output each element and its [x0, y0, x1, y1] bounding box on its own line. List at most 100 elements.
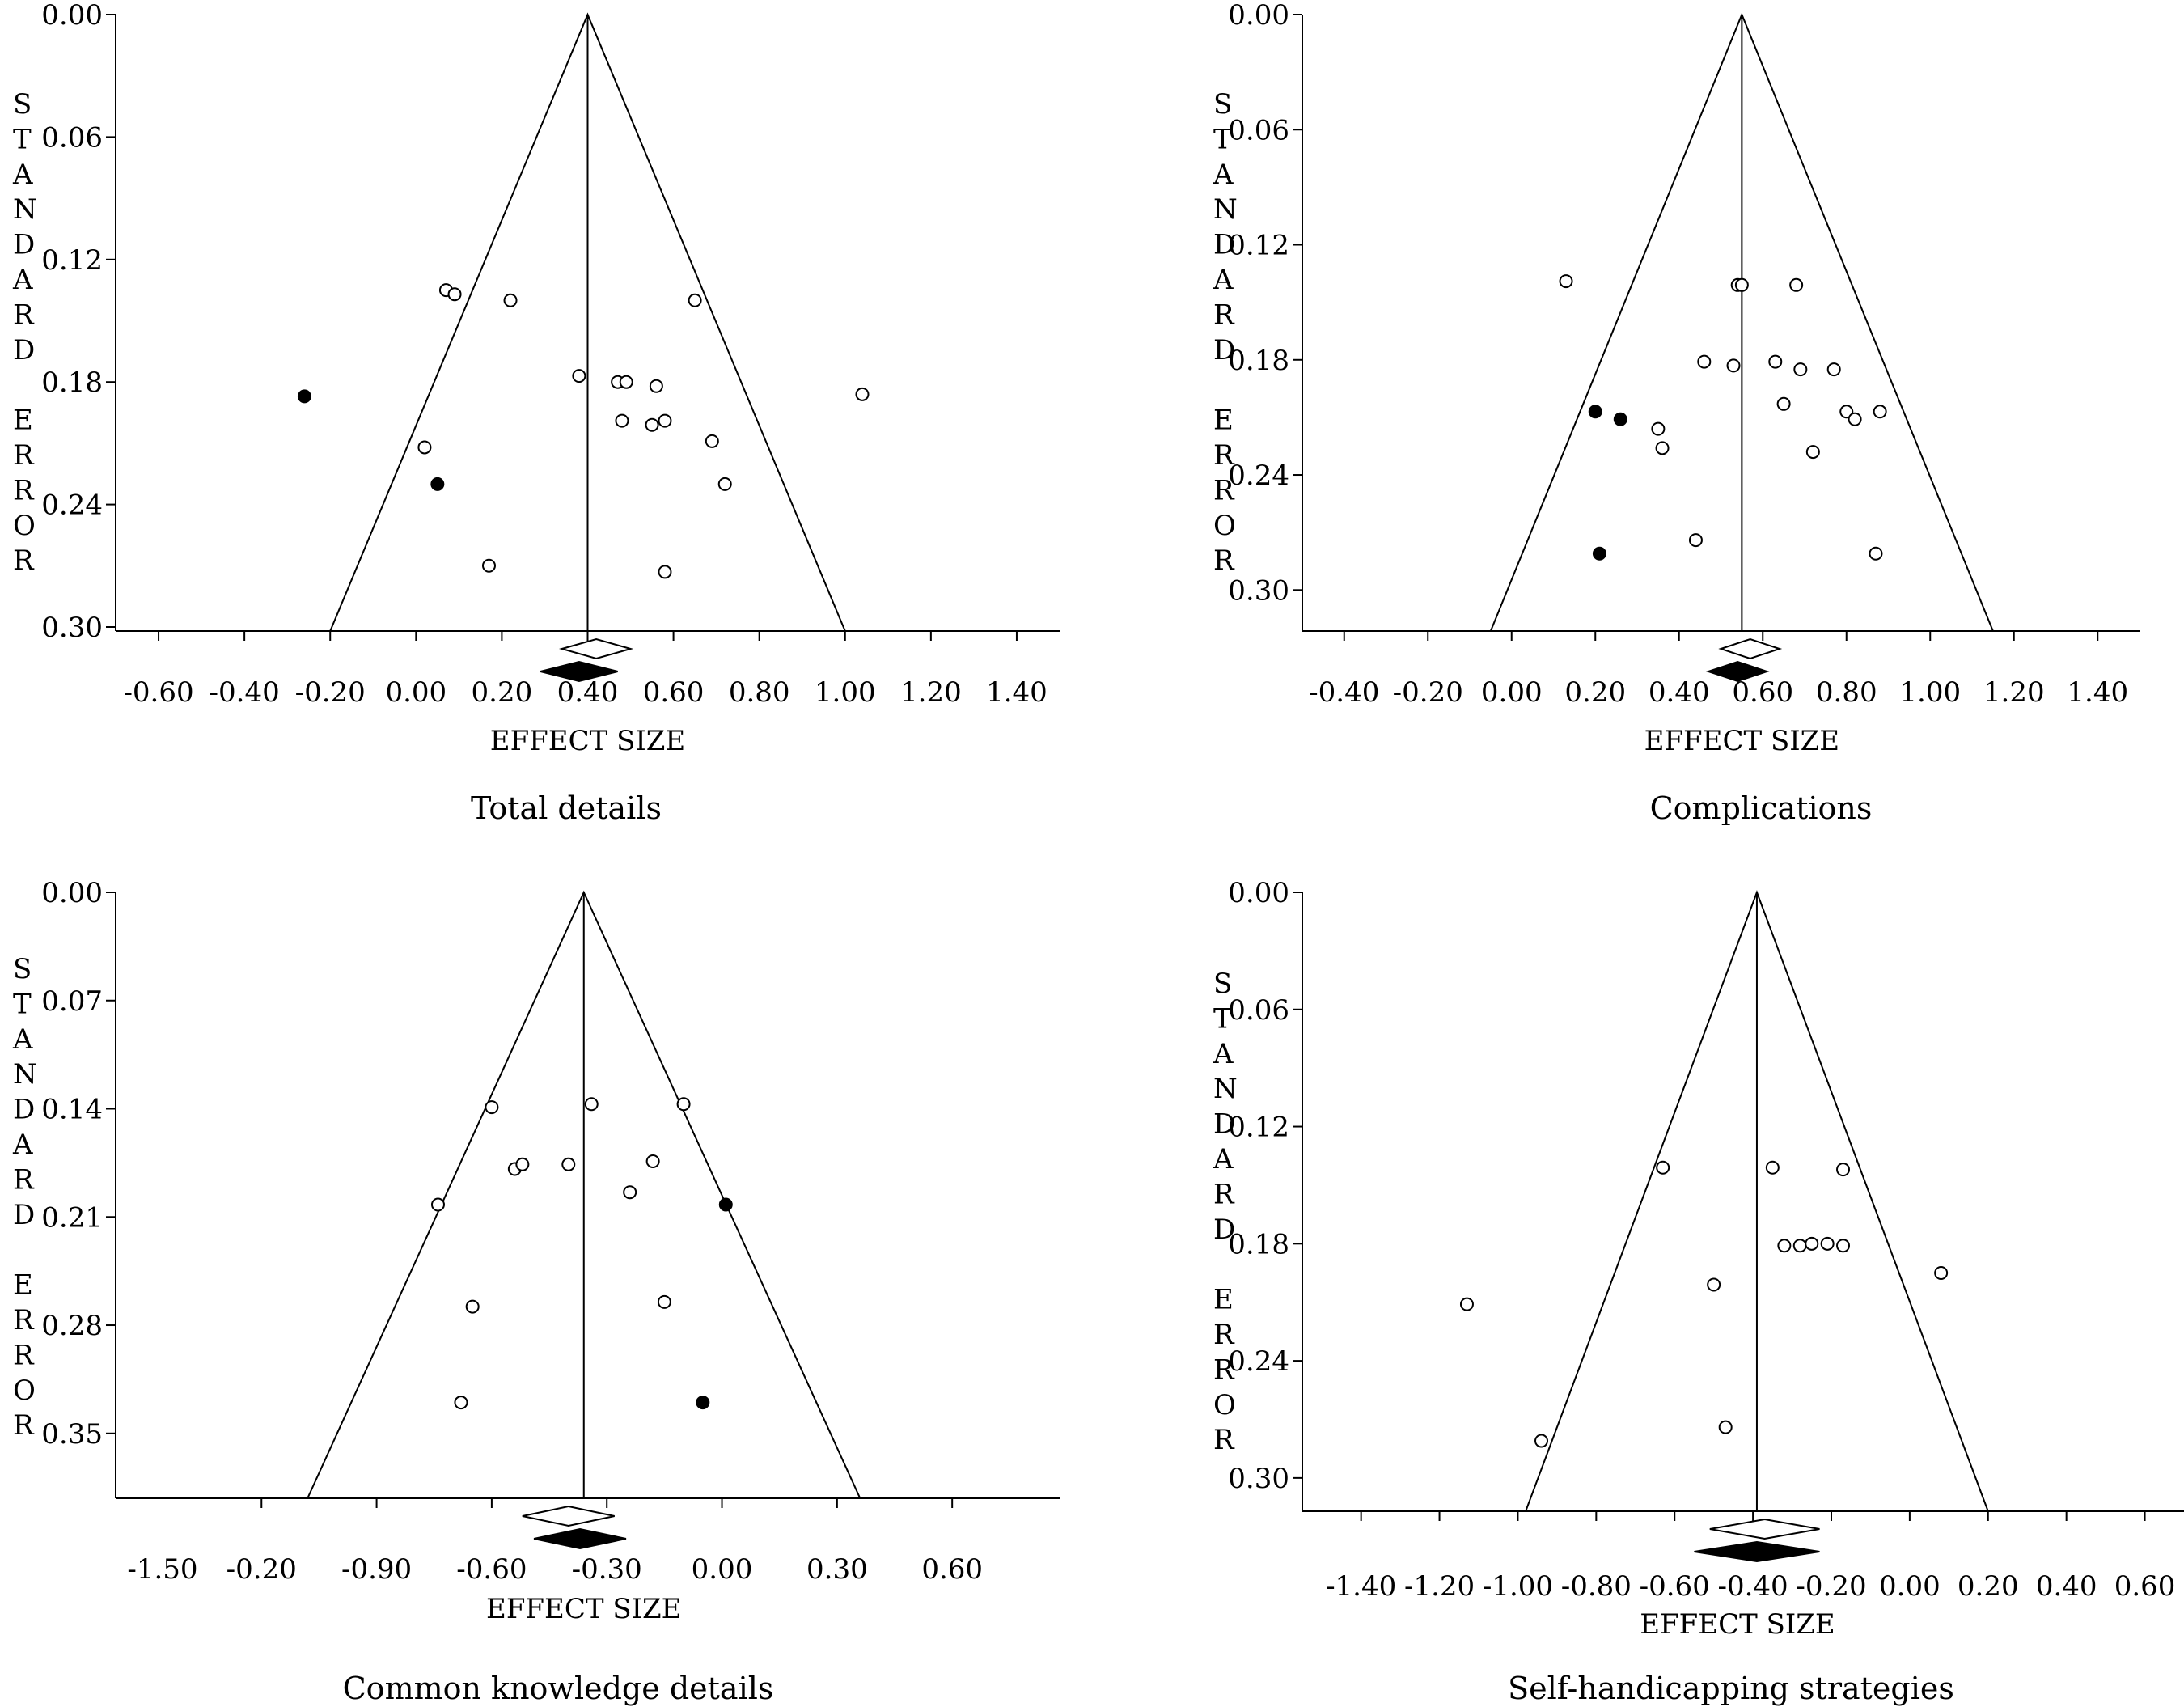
observed-study-point — [1734, 277, 1749, 292]
observed-study-point — [855, 387, 870, 401]
observed-study-point — [1869, 546, 1883, 561]
observed-study-point — [1836, 1239, 1851, 1253]
x-tick-label: 0.20 — [472, 676, 533, 709]
y-axis-title-letter: O — [13, 1374, 36, 1407]
observed-study-point — [1459, 1297, 1474, 1311]
imputed-study-point — [430, 477, 445, 491]
observed-study-point — [1697, 354, 1712, 369]
x-tick-label: -1.40 — [1326, 1570, 1396, 1603]
x-tick-label: 0.30 — [806, 1553, 868, 1586]
panel-caption: Self-handicapping strategies — [1508, 1671, 1954, 1706]
observed-study-point — [454, 1396, 468, 1410]
observed-study-point — [503, 293, 518, 307]
y-axis-title-letter: D — [13, 1094, 35, 1126]
y-axis-title-letter: T — [1213, 1002, 1232, 1035]
y-axis-title-letter: R — [13, 1163, 35, 1196]
funnel-plot-2: 0.00 0.06 0.12 0.18 0.24 0.30 -0.40 -0.20 0.00 0.… — [1213, 0, 2140, 826]
observed-study-point — [1826, 362, 1841, 377]
y-axis-title-letter: R — [1213, 1319, 1235, 1351]
y-axis-title-letter: A — [1213, 264, 1234, 296]
observed-study-point — [657, 1294, 671, 1309]
x-tick-label: 0.60 — [643, 676, 705, 709]
x-tick-label: 0.60 — [921, 1553, 983, 1586]
imputed-diamond — [540, 660, 618, 683]
y-tick-label: 0.00 — [1228, 0, 1289, 32]
observed-study-point — [658, 565, 672, 579]
y-tick-label: 0.24 — [41, 489, 103, 522]
observed-study-point — [1820, 1236, 1835, 1251]
panel-caption: Total details — [471, 790, 662, 826]
observed-study-point — [676, 1097, 691, 1112]
y-tick-label: 0.12 — [1228, 230, 1289, 262]
y-axis-title-letter: R — [13, 544, 35, 577]
y-tick-label: 0.00 — [1228, 877, 1289, 909]
y-axis-title-letter: D — [13, 229, 35, 261]
x-tick-label: -0.60 — [123, 676, 193, 709]
x-tick-label: 0.40 — [1649, 676, 1710, 709]
observed-study-point — [705, 434, 719, 448]
y-axis-title-letter: D — [1213, 229, 1235, 261]
x-tick-label: 0.60 — [2114, 1570, 2176, 1603]
y-tick-label: 0.06 — [1228, 114, 1289, 146]
observed-study-point — [623, 1185, 637, 1200]
y-axis-title-letter: O — [1213, 1389, 1236, 1421]
x-tick-label: 0.20 — [1564, 676, 1626, 709]
observed-study-point — [1839, 405, 1854, 419]
y-axis-title-letter: A — [12, 1129, 33, 1161]
y-axis-title-letter: T — [13, 123, 32, 155]
y-axis-title-letter: O — [13, 510, 36, 542]
x-tick-label: -0.40 — [210, 676, 280, 709]
x-tick-label: -1.20 — [1404, 1570, 1475, 1603]
y-axis-title-letter: A — [12, 159, 33, 191]
observed-study-point — [1776, 396, 1791, 411]
y-axis-title-letter: E — [1213, 1284, 1234, 1316]
x-tick-label: 0.00 — [1481, 676, 1543, 709]
y-axis-title-letter: D — [1213, 334, 1235, 366]
imputed-study-point — [1588, 405, 1602, 419]
x-tick-label: 1.00 — [815, 676, 876, 709]
observed-study-point — [561, 1157, 576, 1171]
x-tick-label: -0.60 — [456, 1553, 527, 1586]
y-tick-label: 0.18 — [41, 366, 103, 399]
x-tick-label: 0.00 — [692, 1553, 753, 1586]
observed-study-point — [717, 477, 732, 491]
y-axis-title-letter: E — [13, 1269, 33, 1302]
y-axis-title-letter: R — [1213, 544, 1235, 577]
y-tick-label: 0.30 — [1228, 1463, 1289, 1495]
y-tick-label: 0.18 — [1228, 1228, 1289, 1260]
observed-study-point — [1768, 354, 1783, 369]
panel-caption: Common knowledge details — [343, 1671, 774, 1706]
observed-diamond — [1718, 637, 1783, 660]
y-tick-label: 0.24 — [1228, 460, 1289, 492]
observed-study-point — [1848, 412, 1862, 426]
imputed-diamond — [1694, 1540, 1820, 1563]
y-axis-title-letter: E — [13, 405, 33, 437]
x-tick-label: -0.40 — [1309, 676, 1379, 709]
y-tick-label: 0.06 — [41, 121, 103, 154]
y-axis-title-letter: R — [13, 1339, 35, 1371]
x-axis-title: EFFECT SIZE — [1644, 725, 1840, 757]
observed-study-point — [584, 1097, 599, 1112]
x-tick-label: 0.40 — [2036, 1570, 2097, 1603]
x-tick-label: 0.20 — [1958, 1570, 2019, 1603]
x-axis-title: EFFECT SIZE — [486, 1593, 682, 1625]
observed-study-point — [1726, 358, 1741, 373]
x-tick-label: -0.80 — [1561, 1570, 1632, 1603]
x-tick-label: -0.90 — [341, 1553, 412, 1586]
y-axis-title-letter: O — [1213, 510, 1236, 542]
y-axis-title-letter: R — [13, 474, 35, 506]
observed-study-point — [447, 287, 462, 302]
observed-study-point — [1718, 1420, 1733, 1434]
imputed-study-point — [297, 389, 311, 404]
observed-diamond — [558, 637, 634, 660]
y-axis-title-letter: R — [1213, 1353, 1235, 1386]
observed-study-point — [1805, 445, 1820, 460]
y-axis-title-letter: A — [12, 264, 33, 296]
y-tick-label: 0.14 — [41, 1094, 103, 1126]
observed-study-point — [1805, 1236, 1819, 1251]
x-tick-label: 1.20 — [1983, 676, 2045, 709]
y-tick-label: 0.24 — [1228, 1345, 1289, 1378]
observed-study-point — [688, 293, 702, 307]
y-tick-label: 0.00 — [41, 0, 103, 32]
